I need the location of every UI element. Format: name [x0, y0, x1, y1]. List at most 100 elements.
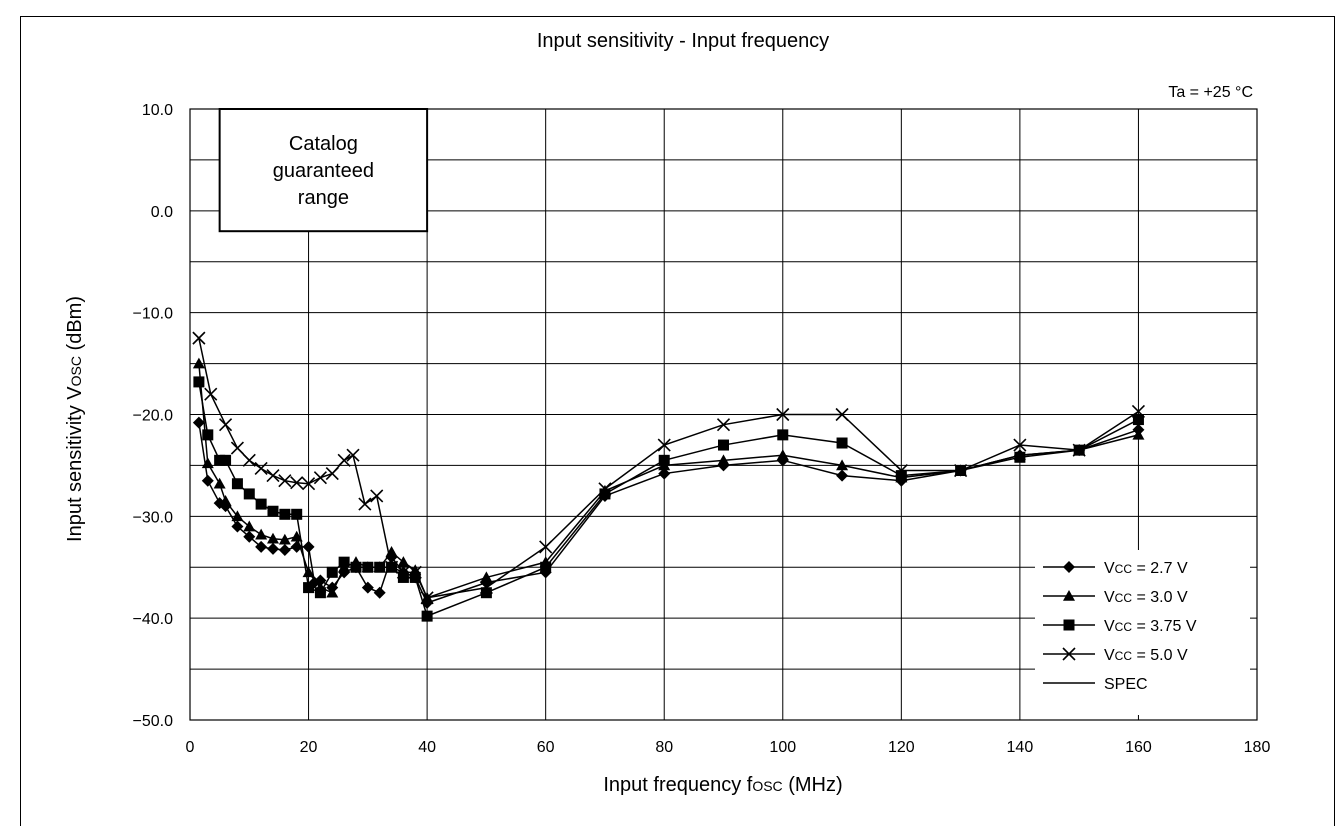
legend-label: VCC = 5.0 V [1104, 647, 1188, 664]
catalog-guaranteed-range-box: Catalog guaranteed range [218, 108, 429, 233]
data-point [243, 530, 256, 543]
y-tick-label: −20.0 [133, 408, 174, 425]
y-tick-label: −40.0 [133, 611, 174, 628]
data-point [539, 540, 553, 554]
chart-title: Input sensitivity - Input frequency [537, 30, 829, 52]
x-tick-label: 80 [655, 739, 673, 756]
data-point [396, 565, 410, 579]
y-tick-label: 0.0 [151, 204, 173, 221]
data-point [384, 560, 399, 574]
data-point [718, 439, 729, 451]
x-tick-label: 60 [537, 739, 555, 756]
data-point [220, 454, 232, 466]
series-x [192, 331, 1146, 605]
data-point [231, 478, 243, 490]
data-point [302, 540, 315, 553]
annotation-text: Catalog [289, 133, 358, 155]
data-point [362, 561, 374, 573]
data-point [598, 482, 612, 496]
data-point [397, 571, 409, 583]
data-point [717, 454, 730, 466]
data-point [408, 565, 422, 579]
data-point [255, 540, 268, 553]
series-group [192, 331, 1146, 622]
legend-marker [1063, 561, 1075, 573]
data-point [303, 582, 315, 594]
x-tick-label: 180 [1244, 739, 1271, 756]
data-point [716, 418, 731, 432]
data-point [374, 561, 386, 573]
annotation-text: guaranteed [273, 160, 374, 182]
data-point [325, 466, 339, 481]
data-point [836, 469, 849, 482]
x-tick-label: 0 [186, 739, 195, 756]
condition-label: Ta = +25 °C [1168, 84, 1253, 101]
data-point [313, 471, 327, 485]
data-point [835, 407, 849, 422]
data-point [278, 533, 291, 545]
data-point [192, 331, 206, 345]
data-point [1013, 438, 1027, 452]
data-point [420, 591, 434, 605]
data-point [658, 454, 670, 466]
data-point [219, 418, 233, 432]
data-point [243, 520, 256, 532]
annotation-text: range [298, 187, 349, 209]
data-point [421, 610, 433, 622]
data-point [776, 449, 789, 461]
data-point [1072, 443, 1086, 457]
data-point [1132, 414, 1144, 426]
x-tick-label: 120 [888, 739, 915, 756]
data-point [290, 530, 303, 542]
data-point [193, 376, 205, 388]
y-tick-label: −30.0 [133, 509, 174, 526]
legend-label: VCC = 3.75 V [1104, 618, 1197, 635]
data-point [409, 571, 421, 583]
legend-marker [1063, 590, 1075, 601]
data-point [204, 387, 218, 401]
legend: VCC = 2.7 V VCC = 3.0 V VCC = 3.75 V VCC = … [1035, 550, 1250, 715]
data-point [202, 429, 214, 441]
data-point [279, 508, 291, 520]
x-tick-label: 160 [1125, 739, 1152, 756]
data-point [777, 429, 789, 441]
data-point [213, 477, 226, 489]
data-point [243, 488, 255, 500]
data-point [192, 416, 205, 429]
data-point [266, 532, 279, 544]
data-point [230, 441, 244, 455]
data-point [358, 497, 372, 511]
data-point [219, 495, 232, 506]
legend-background [1035, 550, 1250, 715]
data-point [480, 571, 493, 583]
data-point [267, 505, 279, 517]
legend-marker [1062, 647, 1076, 661]
data-point [1131, 404, 1146, 419]
x-tick-label: 100 [769, 739, 796, 756]
data-point [314, 587, 326, 599]
data-point [836, 459, 849, 471]
data-point [361, 581, 374, 594]
data-point [266, 542, 279, 555]
data-point [326, 566, 338, 578]
data-point [373, 586, 386, 599]
data-point [599, 488, 611, 500]
series-line [198, 381, 1139, 618]
y-tick-label: −50.0 [133, 713, 174, 730]
data-point [480, 587, 492, 599]
data-point [397, 556, 410, 567]
data-point [350, 561, 362, 573]
data-point [214, 454, 226, 466]
data-point [337, 453, 351, 467]
x-axis-label: Input frequency fOSC (MHz) [603, 774, 842, 796]
data-point [242, 453, 256, 467]
data-point [255, 498, 267, 510]
data-point [302, 566, 315, 578]
data-point [266, 469, 280, 483]
data-point [894, 463, 908, 478]
data-point [231, 510, 244, 522]
chart-frame [20, 16, 1335, 826]
legend-label: VCC = 3.0 V [1104, 589, 1188, 606]
data-point [290, 476, 304, 490]
